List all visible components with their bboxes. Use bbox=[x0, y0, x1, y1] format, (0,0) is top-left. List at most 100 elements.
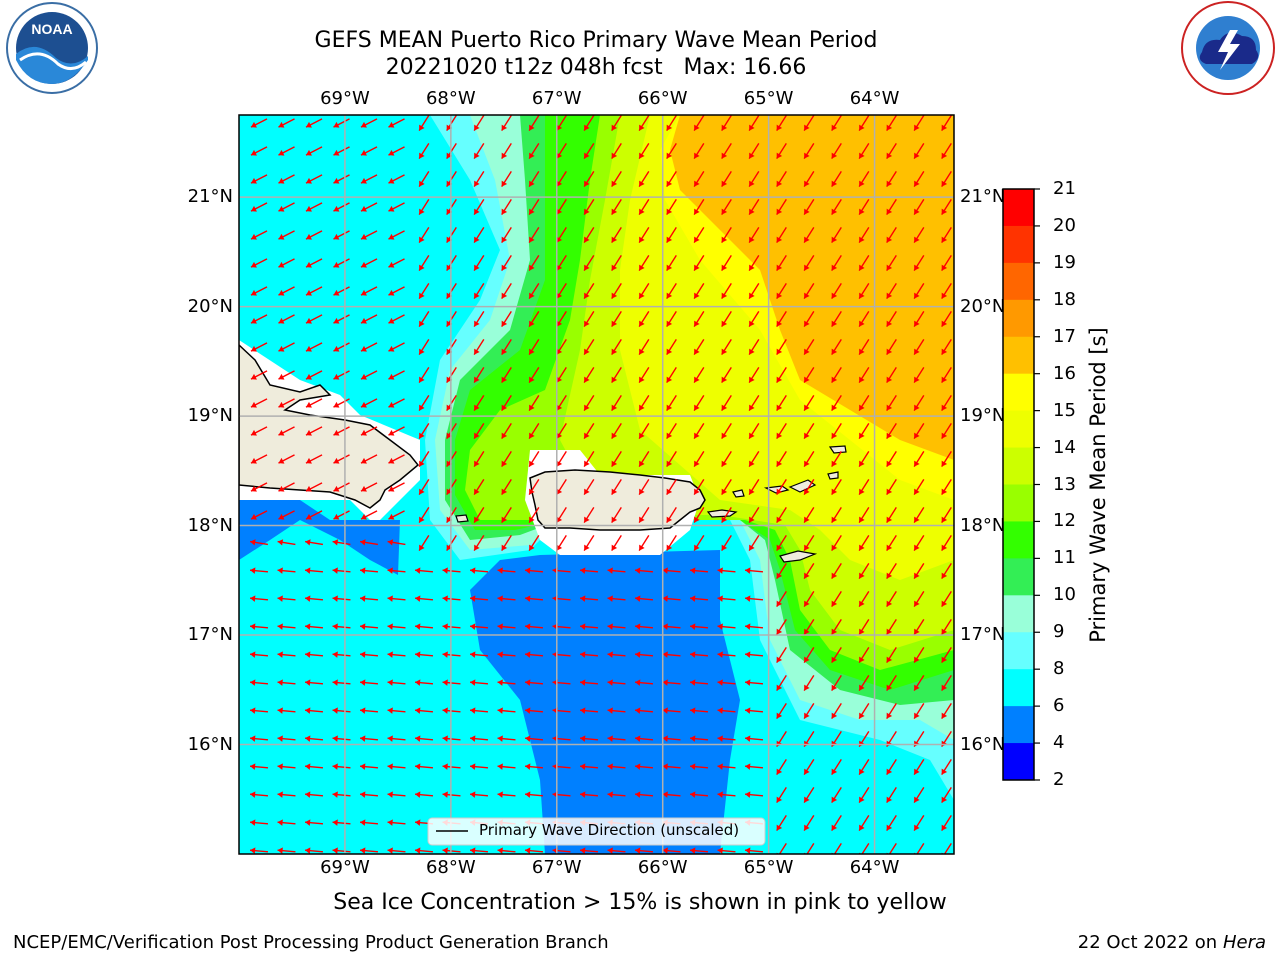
wave-direction-arrow bbox=[332, 791, 351, 798]
wave-direction-arrow bbox=[583, 451, 595, 467]
wave-direction-arrow bbox=[418, 395, 430, 411]
wave-direction-arrow bbox=[277, 651, 296, 658]
wave-direction-arrow bbox=[473, 395, 485, 411]
wave-direction-arrow bbox=[501, 143, 512, 159]
wave-direction-arrow bbox=[388, 118, 405, 128]
wave-direction-arrow bbox=[858, 479, 870, 495]
legend-label: Primary Wave Direction (unscaled) bbox=[479, 821, 740, 839]
wave-direction-arrow bbox=[638, 255, 650, 271]
wave-direction-arrow bbox=[528, 171, 540, 187]
wave-direction-arrow bbox=[473, 339, 485, 355]
lon-tick-label: 64°W bbox=[849, 88, 900, 109]
wave-direction-arrow bbox=[666, 171, 677, 187]
wave-direction-arrow bbox=[831, 675, 842, 691]
wave-direction-arrow bbox=[249, 567, 269, 574]
wave-direction-arrow bbox=[528, 199, 540, 215]
wave-direction-arrow bbox=[831, 703, 842, 719]
wave-direction-arrow bbox=[388, 314, 405, 324]
wave-direction-arrow bbox=[305, 118, 323, 128]
wave-direction-arrow bbox=[583, 283, 595, 299]
wave-direction-arrow bbox=[388, 286, 405, 296]
wave-direction-arrow bbox=[662, 791, 681, 798]
wave-direction-arrow bbox=[886, 647, 897, 663]
wave-direction-arrow bbox=[414, 679, 434, 686]
wave-direction-arrow bbox=[611, 423, 622, 439]
wave-direction-arrow bbox=[886, 619, 897, 635]
wave-direction-arrow bbox=[250, 258, 268, 268]
wave-direction-arrow bbox=[607, 651, 626, 658]
wave-direction-arrow bbox=[418, 339, 430, 355]
wave-direction-arrow bbox=[360, 146, 378, 156]
wave-direction-arrow bbox=[941, 283, 952, 299]
lat-tick-label: 17°N bbox=[187, 624, 233, 646]
wave-direction-arrow bbox=[913, 535, 925, 551]
wave-direction-arrow bbox=[332, 763, 351, 770]
wave-direction-arrow bbox=[524, 651, 544, 658]
colorbar-tick-label: 12 bbox=[1053, 510, 1076, 532]
wave-direction-arrow bbox=[803, 787, 815, 803]
wave-direction-arrow bbox=[583, 171, 595, 187]
wave-direction-arrow bbox=[941, 787, 952, 803]
wave-direction-arrow bbox=[748, 451, 760, 467]
wave-direction-arrow bbox=[693, 395, 705, 411]
wave-direction-arrow bbox=[858, 255, 870, 271]
wave-direction-arrow bbox=[359, 819, 379, 826]
wave-direction-arrow bbox=[607, 847, 626, 854]
wave-direction-arrow bbox=[941, 535, 952, 551]
wave-direction-arrow bbox=[556, 423, 567, 439]
colorbar-segment bbox=[1003, 189, 1034, 227]
wave-direction-arrow bbox=[611, 283, 622, 299]
colorbar bbox=[1003, 188, 1040, 781]
wave-direction-arrow bbox=[858, 535, 870, 551]
wave-direction-arrow bbox=[249, 595, 269, 602]
wave-direction-arrow bbox=[556, 171, 567, 187]
wave-direction-arrow bbox=[524, 595, 544, 602]
wave-direction-arrow bbox=[388, 510, 405, 520]
chart-subtitle: 20221020 t12z 048h fcst Max: 16.66 bbox=[385, 55, 807, 80]
wave-direction-arrow bbox=[388, 426, 405, 436]
wave-direction-arrow bbox=[776, 171, 787, 187]
wave-direction-arrow bbox=[528, 507, 540, 523]
wave-direction-arrow bbox=[579, 623, 599, 630]
wave-direction-arrow bbox=[528, 479, 540, 495]
wave-direction-arrow bbox=[886, 787, 897, 803]
wave-direction-arrow bbox=[579, 567, 599, 574]
wave-direction-arrow bbox=[305, 482, 323, 492]
wave-direction-arrow bbox=[414, 763, 434, 770]
wave-direction-arrow bbox=[689, 707, 709, 714]
wave-direction-arrow bbox=[473, 423, 485, 439]
lon-tick-label: 68°W bbox=[425, 88, 476, 109]
wave-direction-arrow bbox=[277, 539, 296, 546]
wave-direction-arrow bbox=[717, 595, 736, 602]
wave-direction-arrow bbox=[638, 507, 650, 523]
wave-direction-arrow bbox=[858, 507, 870, 523]
wave-direction-arrow bbox=[524, 735, 544, 742]
wave-direction-arrow bbox=[803, 255, 815, 271]
wave-direction-arrow bbox=[277, 791, 296, 798]
wave-direction-arrow bbox=[278, 482, 295, 492]
lon-tick-label: 65°W bbox=[743, 88, 794, 109]
wave-direction-arrow bbox=[332, 707, 351, 714]
wave-direction-arrow bbox=[831, 227, 842, 243]
wave-direction-arrow bbox=[249, 735, 269, 742]
wave-direction-arrow bbox=[776, 647, 787, 663]
wave-direction-arrow bbox=[497, 707, 516, 714]
colorbar-tick-label: 6 bbox=[1053, 695, 1065, 717]
wave-direction-arrow bbox=[748, 311, 760, 327]
wave-direction-arrow bbox=[689, 735, 709, 742]
wave-direction-arrow bbox=[638, 171, 650, 187]
wave-direction-arrow bbox=[776, 283, 787, 299]
wave-direction-arrow bbox=[662, 679, 681, 686]
wave-direction-arrow bbox=[941, 367, 952, 383]
wave-direction-arrow bbox=[304, 707, 324, 714]
colorbar-tick-label: 16 bbox=[1053, 362, 1076, 384]
wave-direction-arrow bbox=[666, 479, 677, 495]
wave-direction-arrow bbox=[501, 199, 512, 215]
wave-direction-arrow bbox=[414, 623, 434, 630]
wave-direction-arrow bbox=[748, 143, 760, 159]
wave-direction-arrow bbox=[473, 367, 485, 383]
wave-direction-arrow bbox=[803, 647, 815, 663]
wave-direction-arrow bbox=[689, 791, 709, 798]
wave-direction-arrow bbox=[333, 342, 350, 352]
wave-direction-arrow bbox=[501, 255, 512, 271]
